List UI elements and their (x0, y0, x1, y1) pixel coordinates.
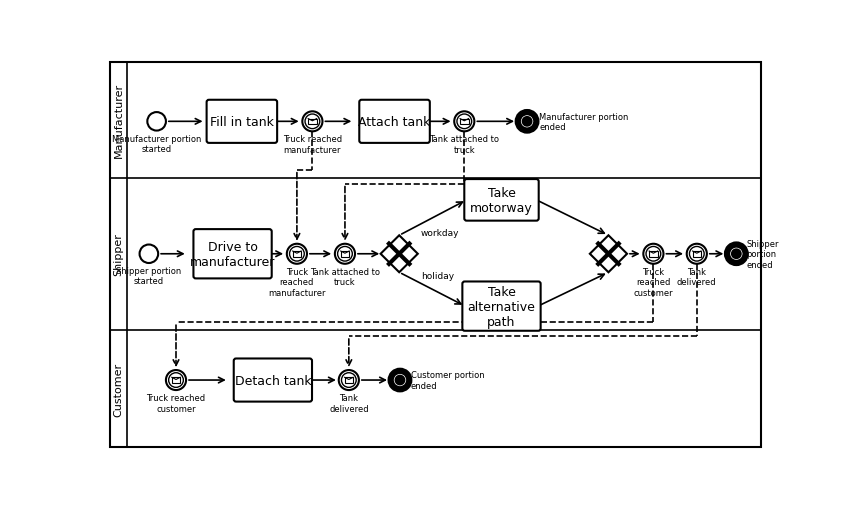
Circle shape (337, 247, 352, 262)
Polygon shape (381, 236, 418, 273)
Text: workday: workday (421, 228, 459, 237)
Circle shape (646, 247, 660, 262)
Text: Manufacturer: Manufacturer (114, 83, 123, 158)
Text: Tank attached to
truck: Tank attached to truck (310, 267, 380, 287)
Text: Take
alternative
path: Take alternative path (468, 285, 536, 328)
Bar (460, 119, 468, 125)
Circle shape (166, 370, 186, 390)
Circle shape (305, 115, 320, 129)
Bar (309, 119, 317, 125)
Text: Tank
delivered: Tank delivered (677, 267, 717, 287)
Bar (341, 251, 349, 257)
Bar (344, 378, 353, 383)
Circle shape (522, 117, 532, 127)
Bar (292, 251, 301, 257)
FancyBboxPatch shape (360, 100, 430, 143)
Text: Truck reached
customer: Truck reached customer (146, 393, 206, 413)
Circle shape (286, 244, 307, 264)
Text: Detach tank: Detach tank (235, 374, 311, 387)
Text: Drive to
manufacturer: Drive to manufacturer (190, 240, 275, 268)
FancyBboxPatch shape (194, 230, 272, 279)
Circle shape (731, 249, 742, 260)
Circle shape (394, 375, 405, 386)
FancyBboxPatch shape (464, 180, 539, 221)
Text: Attach tank: Attach tank (359, 116, 431, 129)
Text: Tank attached to
truck: Tank attached to truck (429, 135, 499, 155)
Circle shape (454, 112, 474, 132)
Bar (649, 251, 658, 257)
FancyBboxPatch shape (462, 282, 541, 331)
Text: Shipper: Shipper (114, 233, 123, 276)
Circle shape (303, 112, 322, 132)
Circle shape (687, 244, 707, 264)
Text: Customer portion
ended: Customer portion ended (411, 371, 484, 390)
Text: Take
motorway: Take motorway (470, 186, 533, 215)
Circle shape (518, 113, 536, 131)
Bar (172, 378, 180, 383)
Circle shape (643, 244, 664, 264)
Circle shape (168, 373, 184, 388)
Circle shape (290, 247, 304, 262)
Text: Truck
reached
customer: Truck reached customer (633, 267, 673, 297)
Text: Truck
reached
manufacturer: Truck reached manufacturer (268, 267, 326, 297)
Text: Customer: Customer (114, 362, 123, 416)
Text: Fill in tank: Fill in tank (210, 116, 274, 129)
FancyBboxPatch shape (234, 359, 312, 402)
FancyBboxPatch shape (207, 100, 277, 143)
Text: holiday: holiday (421, 271, 454, 280)
Text: Manufacturer portion
started: Manufacturer portion started (112, 134, 201, 154)
Text: Tank
delivered: Tank delivered (329, 393, 369, 413)
Polygon shape (590, 236, 627, 273)
Text: Manufacturer portion
ended: Manufacturer portion ended (540, 113, 629, 132)
Circle shape (727, 245, 745, 264)
Bar (693, 251, 701, 257)
Text: Shipper portion
started: Shipper portion started (116, 267, 182, 286)
Circle shape (147, 113, 166, 131)
Text: Truck reached
manufacturer: Truck reached manufacturer (283, 135, 342, 155)
Circle shape (689, 247, 704, 262)
Circle shape (139, 245, 158, 264)
Circle shape (457, 115, 472, 129)
Text: Shipper
portion
ended: Shipper portion ended (746, 239, 779, 269)
Circle shape (339, 370, 359, 390)
Circle shape (335, 244, 355, 264)
Circle shape (342, 373, 356, 388)
Circle shape (391, 371, 410, 389)
